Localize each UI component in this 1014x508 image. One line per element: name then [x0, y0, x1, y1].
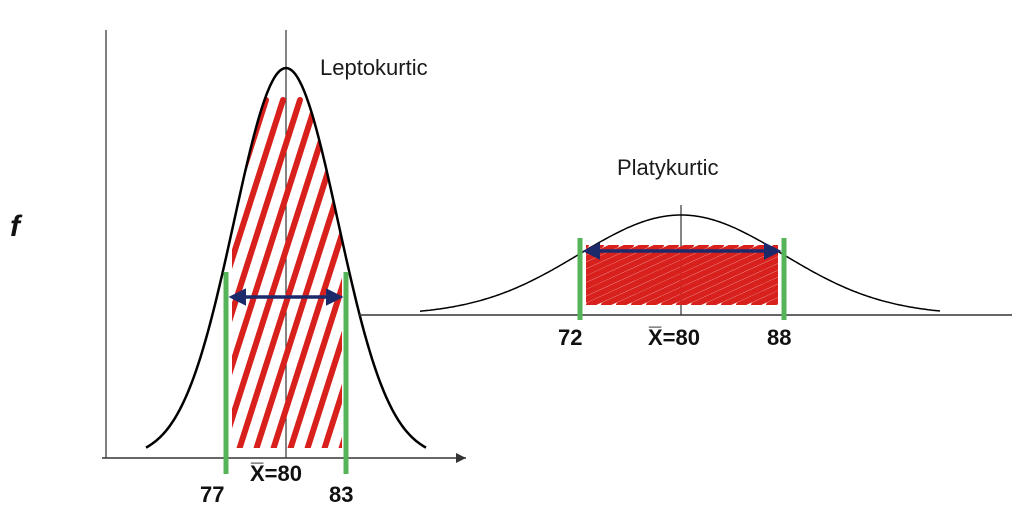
left-hatch-stroke-4 [232, 97, 303, 448]
left-hatch-stroke-10 [287, 97, 342, 448]
left-hatch-stroke-13 [338, 97, 342, 448]
right-hatch-stroke-21 [766, 245, 778, 305]
left-hatch-stroke-11 [304, 97, 342, 448]
right-hatch-stroke-18 [721, 245, 778, 305]
leptokurtic-panel: Leptokurtic X̅=80 77 83 [102, 30, 466, 507]
right-hatched-area [586, 245, 778, 305]
left-hatch-stroke-5 [232, 97, 320, 448]
left-hatch-stroke-3 [232, 97, 286, 448]
right-hatch-stroke-17 [706, 245, 778, 305]
right-hatch-stroke-20 [751, 245, 778, 305]
left-hatched-area [232, 97, 342, 448]
left-hatch-stroke-9 [270, 97, 342, 448]
left-mean-label: X̅=80 [250, 461, 302, 486]
left-hatch-stroke-1 [232, 97, 252, 448]
left-upper-label: 83 [329, 482, 353, 507]
leptokurtic-curve [145, 66, 427, 449]
platykurtic-title: Platykurtic [617, 155, 718, 180]
platykurtic-curve [419, 214, 941, 312]
leptokurtic-title: Leptokurtic [320, 55, 428, 80]
right-hatch-stroke-0 [586, 245, 589, 305]
left-hatch-stroke-0 [232, 97, 235, 448]
left-hatch-stroke-6 [232, 97, 337, 448]
left-hatch-stroke-8 [253, 97, 342, 448]
right-hatch-stroke-15 [676, 245, 778, 305]
left-lower-label: 77 [200, 482, 224, 507]
left-hatch-stroke-7 [236, 97, 342, 448]
left-x-axis-arrow-icon [456, 453, 466, 463]
left-hatch-stroke-12 [321, 97, 342, 448]
right-upper-label: 88 [767, 325, 791, 350]
platykurtic-panel: Platykurtic X̅=80 72 88 [359, 155, 1012, 350]
right-hatch-stroke-16 [691, 245, 778, 305]
right-lower-label: 72 [558, 325, 582, 350]
right-hatch-stroke-19 [736, 245, 778, 305]
y-axis-label: f [10, 210, 23, 243]
right-mean-label: X̅=80 [648, 325, 700, 350]
